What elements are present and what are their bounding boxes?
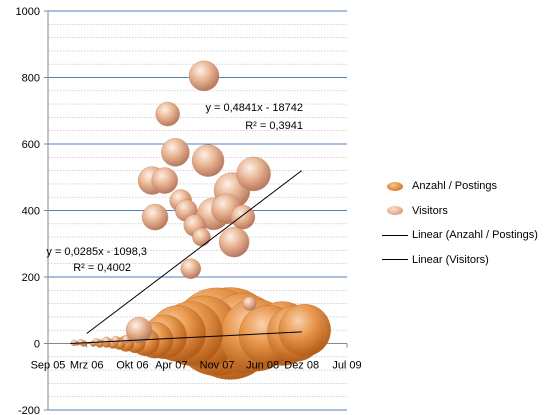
y-tick-label: 0 bbox=[34, 339, 40, 351]
y-tick-label: 1000 bbox=[16, 6, 40, 18]
y-tick-label: -200 bbox=[18, 405, 40, 415]
x-tick-label: Mrz 06 bbox=[70, 360, 104, 372]
bubble bbox=[242, 296, 257, 311]
legend: Anzahl / Postings Visitors Linear (Anzah… bbox=[380, 174, 552, 272]
bubble bbox=[218, 226, 250, 258]
y-tick-label: 600 bbox=[22, 139, 40, 151]
legend-item-linear-visitors[interactable]: Linear (Visitors) bbox=[380, 248, 552, 273]
bubble bbox=[93, 338, 100, 345]
line-marker-icon bbox=[380, 254, 410, 266]
y-tick-label: 800 bbox=[22, 73, 40, 85]
equation-postings: y = 0,0285x - 1098,3 bbox=[46, 246, 147, 258]
equation-visitors: y = 0,4841x - 18742 bbox=[205, 102, 303, 114]
x-tick-label: Apr 07 bbox=[155, 360, 187, 372]
x-tick-label: Nov 07 bbox=[200, 360, 235, 372]
bubble-marker-icon bbox=[380, 180, 410, 192]
bubble bbox=[192, 227, 211, 247]
bubble bbox=[191, 144, 225, 177]
legend-label-postings: Anzahl / Postings bbox=[412, 180, 497, 193]
legend-item-postings[interactable]: Anzahl / Postings bbox=[380, 174, 552, 199]
legend-item-visitors[interactable]: Visitors bbox=[380, 199, 552, 224]
bubble bbox=[188, 60, 220, 92]
bubble bbox=[278, 304, 331, 357]
bubble bbox=[121, 335, 131, 344]
x-tick-label: Jun 08 bbox=[246, 360, 279, 372]
bubble bbox=[155, 101, 180, 127]
bubble bbox=[125, 317, 153, 344]
y-tick-label: 400 bbox=[22, 206, 40, 218]
x-tick-label: Jul 09 bbox=[332, 360, 361, 372]
bubble bbox=[151, 167, 178, 194]
trendlines bbox=[70, 170, 302, 344]
line-marker-icon bbox=[380, 229, 410, 241]
tick-labels: -200 0 200 400 600 800 1000 Sep 05 Mrz 06 Okt 06 A… bbox=[16, 6, 362, 415]
y-tick-label: 200 bbox=[22, 272, 40, 284]
trendline-postings bbox=[70, 331, 302, 344]
legend-label-visitors: Visitors bbox=[412, 204, 448, 217]
bubble bbox=[102, 336, 111, 346]
x-tick-label: Sep 05 bbox=[31, 360, 66, 372]
trendline-visitors bbox=[86, 170, 302, 334]
legend-item-linear-postings[interactable]: Linear (Anzahl / Postings) bbox=[380, 223, 552, 248]
bubble-marker-icon bbox=[380, 205, 410, 217]
bubble bbox=[111, 335, 120, 345]
x-tick-label: Okt 06 bbox=[116, 360, 148, 372]
trendline-equations: y = 0,4841x - 18742 R² = 0,3941 y = 0,0285… bbox=[46, 102, 303, 274]
legend-label-linear-visitors: Linear (Visitors) bbox=[412, 253, 489, 266]
bubble bbox=[141, 203, 169, 231]
bubble bbox=[236, 156, 271, 192]
legend-label-linear-postings: Linear (Anzahl / Postings) bbox=[412, 229, 538, 242]
bubble bbox=[161, 138, 190, 167]
r-squared-postings: R² = 0,4002 bbox=[73, 262, 131, 274]
x-tick-label: Dez 08 bbox=[284, 360, 319, 372]
r-squared-visitors: R² = 0,3941 bbox=[245, 120, 303, 132]
bubble bbox=[180, 258, 201, 279]
bubble bbox=[77, 338, 84, 346]
